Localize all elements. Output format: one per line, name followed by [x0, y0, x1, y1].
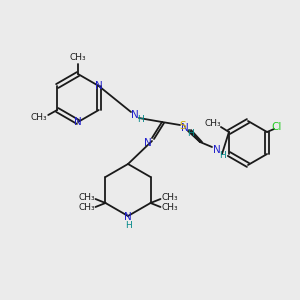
Text: N: N — [144, 138, 152, 148]
Text: N: N — [213, 145, 221, 155]
Text: H: H — [124, 220, 131, 230]
Text: CH₃: CH₃ — [205, 119, 221, 128]
Text: N: N — [124, 212, 132, 222]
Text: CH₃: CH₃ — [161, 194, 178, 202]
Text: Cl: Cl — [272, 122, 282, 132]
Text: N: N — [181, 123, 189, 133]
Text: S: S — [180, 121, 186, 131]
Text: N: N — [95, 81, 103, 91]
Text: H: H — [187, 130, 194, 139]
Text: CH₃: CH₃ — [31, 113, 47, 122]
Text: N: N — [131, 110, 139, 120]
Text: H: H — [136, 116, 143, 124]
Text: H: H — [219, 152, 225, 160]
Text: CH₃: CH₃ — [78, 194, 95, 202]
Text: CH₃: CH₃ — [78, 203, 95, 212]
Text: N: N — [74, 117, 82, 127]
Text: CH₃: CH₃ — [70, 53, 86, 62]
Text: CH₃: CH₃ — [161, 203, 178, 212]
